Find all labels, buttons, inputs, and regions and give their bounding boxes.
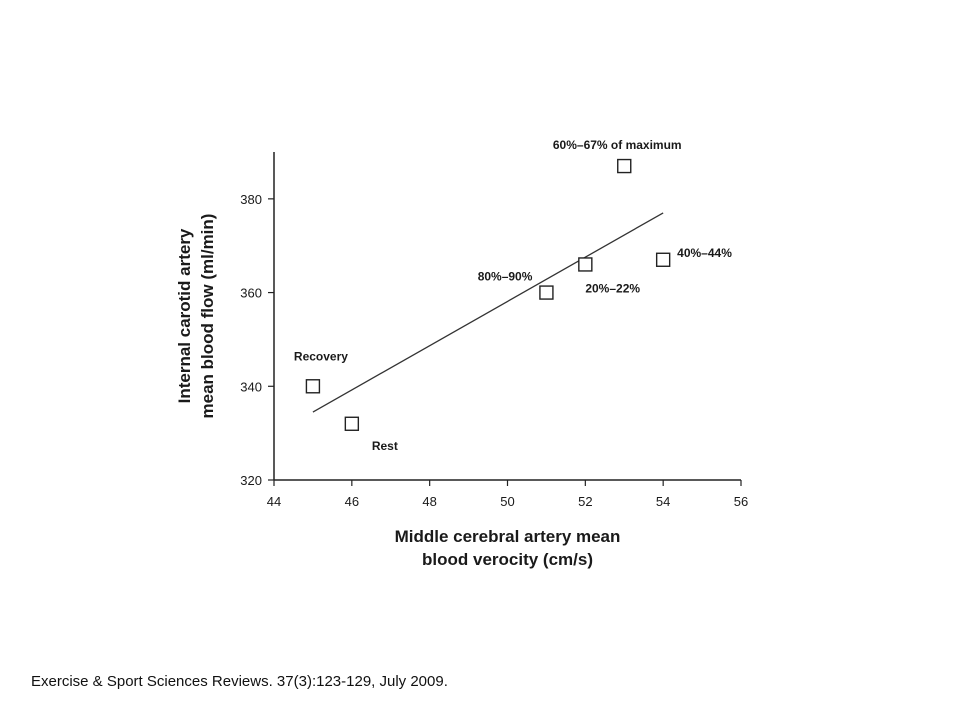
- point-label: 60%–67% of maximum: [553, 138, 682, 152]
- y-axis-title-line: Internal carotid artery: [175, 228, 194, 403]
- data-point-marker: [305, 379, 321, 394]
- x-tick-label: 44: [267, 494, 281, 509]
- y-tick-label: 360: [240, 286, 262, 301]
- data-point-marker: [539, 285, 554, 300]
- point-labels: Recovery Rest 80%–90% 20%–22% 60%–67% of max…: [294, 138, 732, 453]
- point-label: Rest: [372, 439, 398, 453]
- x-tick-label: 46: [345, 494, 359, 509]
- axis-titles: Middle cerebral artery mean blood verocit…: [175, 214, 620, 569]
- x-axis-title-line: Middle cerebral artery mean: [395, 527, 621, 546]
- x-tick-label: 56: [734, 494, 748, 509]
- y-axis-title-line: mean blood flow (ml/min): [198, 214, 217, 419]
- x-axis-title-line: blood verocity (cm/s): [422, 550, 593, 569]
- trendline-group: [312, 212, 664, 413]
- tick-labels: 44 46 48 50 52 54 56 320 340 360 380: [240, 192, 748, 509]
- data-points: [305, 158, 671, 431]
- y-tick-label: 380: [240, 192, 262, 207]
- x-tick-label: 50: [500, 494, 514, 509]
- y-tick-label: 320: [240, 473, 262, 488]
- x-tick-label: 52: [578, 494, 592, 509]
- figure-caption: Exercise & Sport Sciences Reviews. 37(3)…: [31, 673, 448, 690]
- point-label: Recovery: [294, 349, 348, 363]
- point-label: 80%–90%: [478, 270, 533, 284]
- y-tick-label: 340: [240, 379, 262, 394]
- data-point-marker: [655, 252, 671, 267]
- trendline: [312, 212, 664, 413]
- data-point-marker: [344, 416, 360, 431]
- point-label: 20%–22%: [585, 281, 640, 295]
- data-point-marker: [578, 257, 593, 272]
- data-point-marker: [617, 158, 632, 174]
- point-label: 40%–44%: [677, 246, 732, 260]
- x-tick-label: 48: [422, 494, 436, 509]
- x-tick-label: 54: [656, 494, 670, 509]
- axes: [268, 152, 742, 486]
